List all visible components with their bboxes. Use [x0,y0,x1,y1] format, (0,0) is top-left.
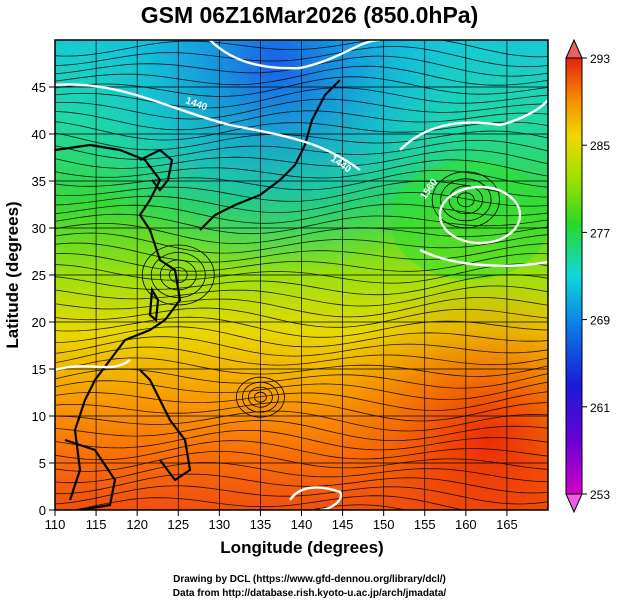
x-tick-label: 155 [414,517,436,532]
colorbar-ticks: 293 285 277 269 261 253 [582,52,610,502]
y-axis-label: Latitude (degrees) [3,201,22,348]
streamline [55,46,548,68]
streamline [55,242,548,263]
credit-data-source: Data from http://database.rish.kyoto-u.a… [172,588,447,599]
streamline [71,495,548,510]
y-axis-ticks: 0 5 10 15 20 25 30 35 40 45 [32,80,55,518]
streamline [55,130,548,151]
streamline [55,473,548,495]
chart-title: GSM 06Z16Mar2026 (850.0hPa) [140,2,479,28]
streamline [55,297,548,318]
y-tick-label: 45 [32,80,46,95]
y-tick-label: 0 [39,503,46,518]
colorbar-tick-label: 261 [590,401,610,415]
streamline [55,232,548,254]
coastline-korea [139,148,174,192]
streamline [55,357,548,377]
x-tick-label: 165 [496,517,518,532]
streamline [55,87,548,109]
y-tick-label: 10 [32,409,46,424]
streamline [55,307,548,328]
streamline [55,336,548,357]
grid-lines [55,40,548,510]
streamline [55,410,548,432]
colorbar-tick-label: 253 [590,488,610,502]
streamline [55,169,548,191]
streamline [55,429,548,451]
coastline-japan [199,79,341,231]
x-tick-label: 135 [250,517,272,532]
streamline [55,159,548,179]
streamline [55,346,548,366]
streamline [55,485,548,505]
streamline [55,401,548,422]
colorbar-tick-label: 285 [590,139,610,153]
streamline [55,368,548,389]
colorbar-tick-label: 277 [590,226,610,240]
coastlines [55,79,341,510]
streamline [55,285,548,307]
streamline [55,192,548,214]
streamline [55,440,548,461]
height-contours [55,40,548,510]
streamline [55,98,548,120]
streamline [55,391,548,411]
x-tick-label: 125 [167,517,189,532]
streamline [55,263,548,284]
streamline [55,110,548,131]
coastline-taiwan [148,286,160,323]
coastline-borneo [64,438,117,510]
x-tick-label: 110 [45,517,66,532]
x-tick-label: 115 [86,517,107,532]
wind-streamlines [55,40,548,510]
credit-dcl: Drawing by DCL (https://www.gfd-dennou.o… [173,574,446,585]
streamline [55,40,548,58]
coastline-philippines [139,369,192,482]
streamline [55,149,548,169]
colorbar-scale [565,57,583,495]
streamline [55,274,548,296]
y-tick-label: 25 [32,268,46,283]
streamline [55,253,548,272]
streamline [55,213,548,235]
y-tick-label: 20 [32,315,46,330]
streamline [55,450,548,472]
x-tick-label: 130 [208,517,230,532]
streamline [55,223,548,245]
coastline-asia [55,143,182,501]
colorbar-tick-label: 269 [590,314,610,328]
x-tick-label: 150 [373,517,395,532]
x-axis-ticks: 110 115 120 125 130 135 140 145 150 155 160 165 [45,510,518,532]
y-tick-label: 15 [32,362,46,377]
x-tick-label: 145 [332,517,354,532]
streamline [55,65,548,86]
streamline [55,420,548,441]
streamline [55,380,548,400]
colorbar: 293 285 277 269 261 253 [565,38,610,514]
colorbar-max-arrow [565,38,583,59]
colorbar-min-arrow [565,493,583,514]
streamline [55,139,548,160]
y-tick-label: 35 [32,174,46,189]
x-axis-label: Longitude (degrees) [220,538,383,557]
streamline [55,462,548,484]
x-tick-label: 140 [291,517,313,532]
y-tick-label: 40 [32,127,46,142]
streamline [55,121,548,141]
x-tick-label: 160 [455,517,477,532]
x-tick-label: 120 [126,517,148,532]
colorbar-tick-label: 293 [590,52,610,66]
streamline [55,76,548,97]
y-tick-label: 5 [39,456,46,471]
y-tick-label: 30 [32,221,46,236]
streamline [55,326,548,348]
